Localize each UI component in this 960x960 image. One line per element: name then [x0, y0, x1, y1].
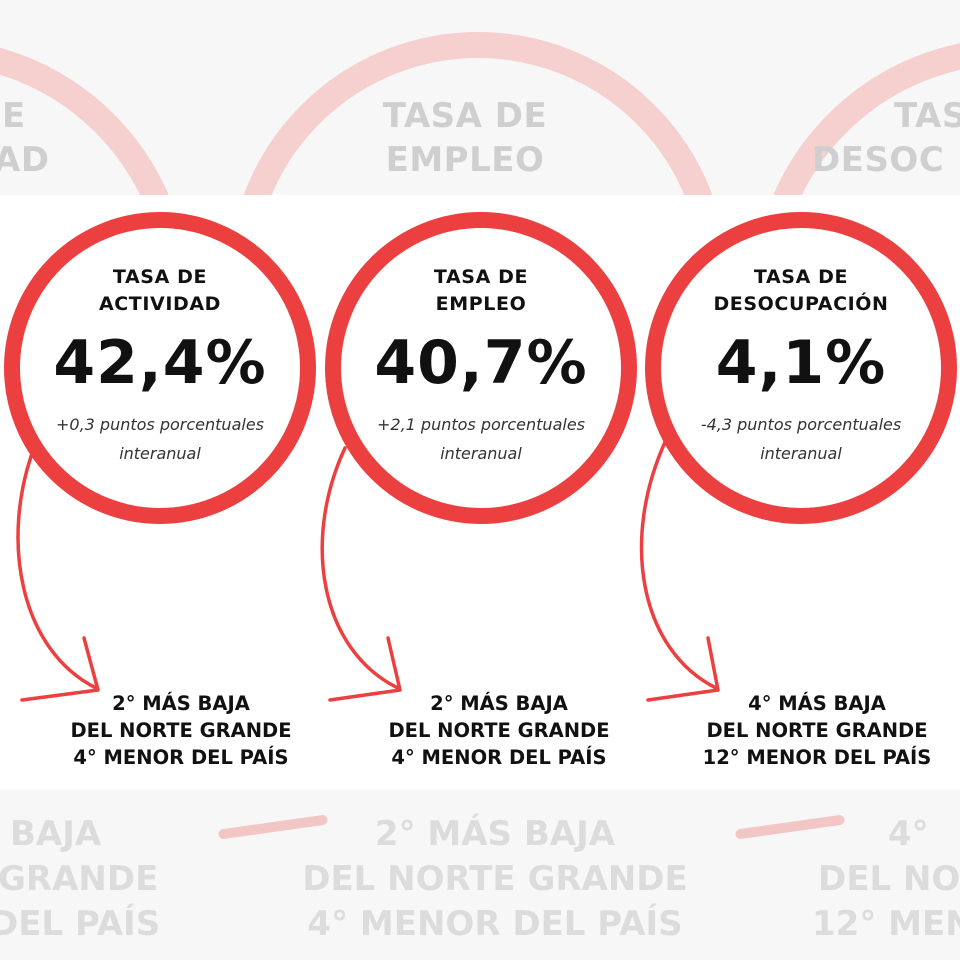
indicator-note: +2,1 puntos porcentuales interanual — [376, 415, 585, 463]
indicator-label: TASA DE EMPLEO — [433, 266, 529, 315]
indicator-note: -4,3 puntos porcentuales interanual — [700, 415, 902, 463]
indicator-label: TASA DE DESOCUPACIÓN — [713, 266, 889, 315]
bg-rank-left: BAJA GRANDE DEL PAÍS — [0, 814, 161, 944]
indicator-circle-empleo: TASA DE EMPLEO 40,7% +2,1 puntos porcent… — [325, 212, 637, 524]
indicator-note: +0,3 puntos porcentuales interanual — [55, 415, 264, 463]
indicator-circle-actividad: TASA DE ACTIVIDAD 42,4% +0,3 puntos porc… — [4, 212, 316, 524]
bg-title-right: TAS DESOC — [812, 96, 960, 181]
rank-actividad: 2° MÁS BAJA DEL NORTE GRANDE 4° MENOR DE… — [70, 692, 292, 769]
bg-title-middle: TASA DE EMPLEO — [382, 96, 548, 181]
bg-rank-middle: 2° MÁS BAJA DEL NORTE GRANDE 4° MENOR DE… — [302, 814, 688, 944]
bg-title-left: E AD — [0, 96, 50, 181]
bg-rank-right: 4° DEL NO 12° MEN — [812, 814, 960, 944]
indicator-label: TASA DE ACTIVIDAD — [98, 266, 222, 315]
indicator-value: 42,4% — [53, 328, 267, 398]
indicator-value: 4,1% — [715, 328, 887, 398]
rank-empleo: 2° MÁS BAJA DEL NORTE GRANDE 4° MENOR DE… — [388, 692, 610, 769]
indicator-value: 40,7% — [374, 328, 588, 398]
indicator-circle-desocupacion: TASA DE DESOCUPACIÓN 4,1% -4,3 puntos po… — [645, 212, 957, 524]
rank-desocupacion: 4° MÁS BAJA DEL NORTE GRANDE 12° MENOR D… — [702, 692, 932, 769]
